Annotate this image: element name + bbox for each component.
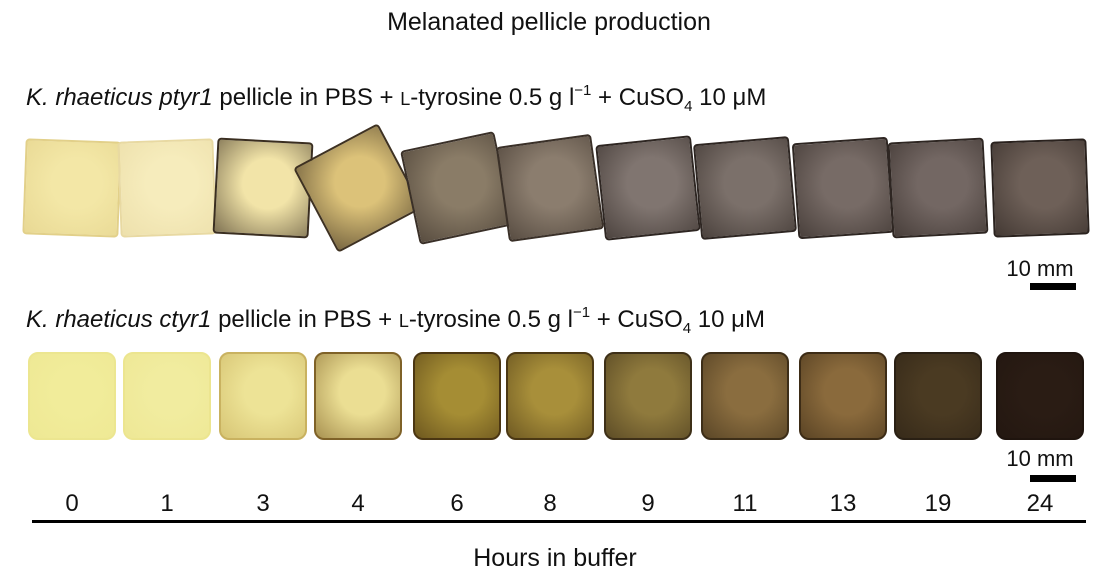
row2-label-tail: 10 μM	[691, 306, 765, 333]
row2-label-tyrosine: -tyrosine 0.5 g l	[408, 306, 573, 333]
row1-species: K. rhaeticus ptyr1	[26, 84, 213, 111]
row2-label-sub: 4	[682, 320, 692, 337]
row2-pellicle-19h	[894, 352, 982, 440]
row2-pellicle-6h	[413, 352, 501, 440]
time-tick-19: 19	[924, 490, 952, 517]
row2-pellicle-11h	[701, 352, 789, 440]
time-tick-9: 9	[641, 490, 655, 517]
row1-label: K. rhaeticus ptyr1 pellicle in PBS + L-t…	[26, 82, 767, 115]
row1-label-cuso: + CuSO	[591, 84, 685, 111]
row2-species: K. rhaeticus ctyr1	[26, 306, 212, 333]
row1-pellicle-8h	[495, 133, 605, 243]
time-axis-line	[32, 520, 1086, 523]
time-tick-0: 0	[65, 490, 79, 517]
row1-scalebar	[1030, 283, 1076, 290]
row2-scalebar	[1030, 475, 1076, 482]
row1-pellicle-13h	[791, 136, 895, 240]
row1-pellicle-24h	[990, 138, 1090, 238]
row1-pellicle-1h	[117, 138, 217, 238]
row1-pellicle-4h	[293, 123, 423, 253]
row2-pellicle-4h	[314, 352, 402, 440]
time-tick-4: 4	[351, 490, 365, 517]
row1-label-tyrosine: -tyrosine 0.5 g l	[410, 84, 575, 111]
row1-pellicle-0h	[22, 138, 122, 238]
time-tick-3: 3	[256, 490, 270, 517]
row2-label-l: L	[398, 311, 409, 331]
row2-pellicle-3h	[219, 352, 307, 440]
time-tick-13: 13	[829, 490, 857, 517]
row2-label-exp: −1	[572, 304, 591, 321]
row1-pellicle-19h	[887, 137, 989, 239]
figure-title: Melanated pellicle production	[387, 8, 711, 36]
row2-pellicle-9h	[604, 352, 692, 440]
row2-pellicle-1h	[123, 352, 211, 440]
row1-scalebar-label: 10 mm	[1006, 256, 1074, 281]
row1-label-exp: −1	[574, 82, 592, 99]
time-tick-11: 11	[732, 490, 758, 517]
row1-pellicle-11h	[692, 135, 798, 241]
row1-label-sub: 4	[684, 98, 693, 115]
time-tick-24: 24	[1026, 490, 1054, 517]
time-tick-8: 8	[543, 490, 557, 517]
row2-pellicle-13h	[799, 352, 887, 440]
row2-pellicle-0h	[28, 352, 116, 440]
row1-label-mid: pellicle in PBS +	[212, 84, 401, 111]
row2-label: K. rhaeticus ctyr1 pellicle in PBS + L-t…	[26, 304, 765, 337]
row2-label-mid: pellicle in PBS +	[211, 306, 399, 333]
row1-label-tail: 10 μM	[692, 84, 767, 111]
row2-scalebar-label: 10 mm	[1006, 446, 1074, 471]
row2-label-cuso: + CuSO	[590, 306, 683, 333]
row2-pellicle-24h	[996, 352, 1084, 440]
row2-pellicle-8h	[506, 352, 594, 440]
row1-pellicle-9h	[595, 135, 701, 241]
row1-label-l: L	[400, 89, 411, 109]
row1-pellicle-3h	[212, 137, 314, 239]
time-tick-1: 1	[160, 490, 174, 517]
time-axis-label: Hours in buffer	[473, 544, 637, 572]
time-tick-6: 6	[450, 490, 464, 517]
